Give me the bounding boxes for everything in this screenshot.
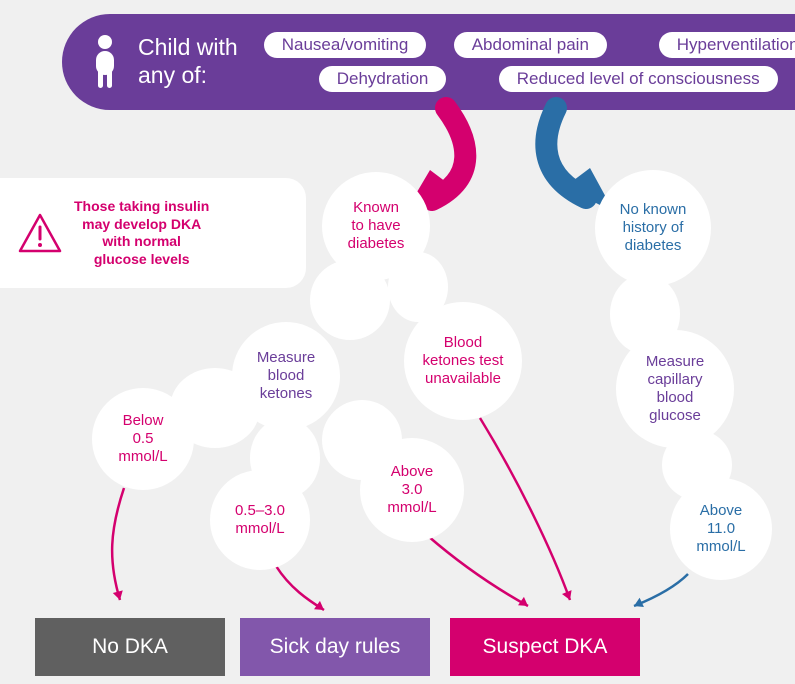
- node-mbk: Measurebloodketones: [232, 322, 340, 430]
- outcome-box: Sick day rules: [240, 618, 430, 676]
- node-above3: Above3.0mmol/L: [360, 438, 464, 542]
- outcome-box: No DKA: [35, 618, 225, 676]
- symptom-pill: Hyperventilation: [659, 32, 795, 58]
- symptom-pill: Nausea/vomiting: [264, 32, 427, 58]
- warning-text: Those taking insulinmay develop DKAwith …: [74, 198, 209, 268]
- warning-icon: [18, 213, 62, 253]
- node-known: Knownto havediabetes: [322, 172, 430, 280]
- header-lead: Child withany of:: [138, 34, 238, 89]
- person-icon: [90, 34, 120, 90]
- header-bar: Child withany of: Nausea/vomiting Abdomin…: [62, 14, 795, 110]
- node-noknown: No knownhistory ofdiabetes: [595, 170, 711, 286]
- warning-box: Those taking insulinmay develop DKAwith …: [0, 178, 306, 288]
- symptom-pill: Reduced level of consciousness: [499, 66, 778, 92]
- symptom-pill: Dehydration: [319, 66, 447, 92]
- node-above11: Above11.0mmol/L: [670, 478, 772, 580]
- outcome-box: Suspect DKA: [450, 618, 640, 676]
- node-below: Below0.5mmol/L: [92, 388, 194, 490]
- symptom-pill: Abdominal pain: [454, 32, 607, 58]
- node-bktu: Bloodketones testunavailable: [404, 302, 522, 420]
- symptom-pills: Nausea/vomiting Abdominal pain Hyperventil…: [264, 14, 795, 110]
- node-mcbg: Measurecapillarybloodglucose: [616, 330, 734, 448]
- node-mid: 0.5–3.0mmol/L: [210, 470, 310, 570]
